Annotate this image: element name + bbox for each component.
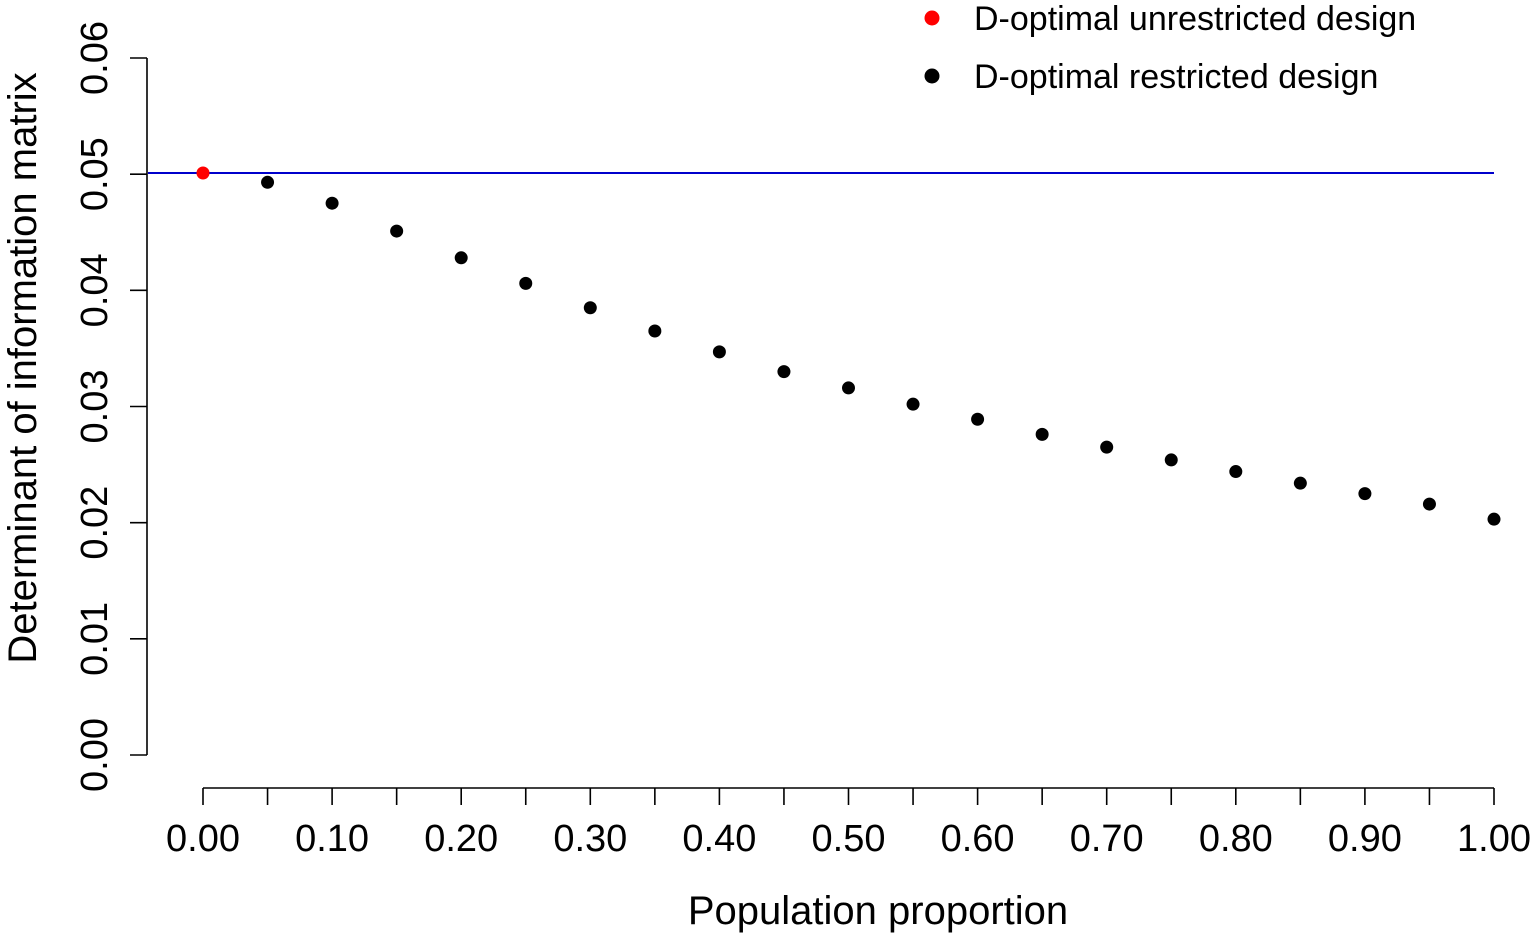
data-point: [648, 324, 662, 338]
data-point: [971, 412, 985, 426]
y-tick-label: 0.00: [74, 718, 116, 792]
data-point: [906, 397, 920, 411]
legend-label: D-optimal unrestricted design: [974, 0, 1416, 38]
data-points: [196, 166, 1501, 526]
data-point: [261, 175, 275, 189]
legend-marker: [924, 10, 940, 26]
data-point: [1487, 512, 1501, 526]
data-point: [1358, 487, 1372, 501]
data-point: [325, 196, 339, 210]
x-tick-label: 0.00: [166, 818, 240, 860]
x-tick-label: 0.10: [295, 818, 369, 860]
x-tick-label: 1.00: [1457, 818, 1531, 860]
data-point: [1100, 440, 1114, 454]
data-point: [1229, 465, 1243, 479]
data-point: [842, 381, 855, 395]
data-point: [1164, 453, 1178, 467]
data-point: [583, 301, 597, 315]
x-tick-label: 0.60: [941, 818, 1015, 860]
x-tick-label: 0.20: [424, 818, 498, 860]
x-tick-label: 0.50: [812, 818, 886, 860]
data-point: [712, 345, 726, 359]
data-point: [1293, 476, 1307, 490]
x-tick-label: 0.70: [1070, 818, 1144, 860]
data-point: [390, 224, 404, 238]
x-tick-label: 0.80: [1199, 818, 1273, 860]
y-tick-label: 0.05: [74, 137, 116, 211]
legend: D-optimal unrestricted design D-optimal r…: [924, 0, 1416, 96]
data-point: [1422, 497, 1436, 511]
x-axis-title: Population proportion: [688, 889, 1068, 933]
data-point: [454, 251, 468, 265]
legend-label: D-optimal restricted design: [974, 58, 1378, 96]
x-tick-label: 0.30: [553, 818, 627, 860]
y-axis-title: Determinant of information matrix: [1, 72, 45, 663]
y-tick-label: 0.03: [74, 370, 116, 444]
y-tick-label: 0.01: [74, 602, 116, 676]
legend-marker: [924, 68, 940, 84]
data-point: [1035, 427, 1049, 441]
x-tick-label: 0.90: [1328, 818, 1402, 860]
y-axis: 0.00 0.01 0.02 0.03 0.04 0.05 0.06: [74, 21, 148, 792]
data-point: [196, 166, 210, 180]
y-tick-label: 0.06: [74, 21, 116, 95]
y-tick-label: 0.02: [74, 486, 116, 560]
data-point: [519, 276, 533, 290]
x-tick-label: 0.40: [682, 818, 756, 860]
y-tick-label: 0.04: [74, 253, 116, 327]
x-axis: 0.00 0.10 0.20 0.30 0.40 0.50 0.60 0.70 0.80 0.90…: [166, 787, 1531, 860]
data-point: [777, 365, 791, 379]
